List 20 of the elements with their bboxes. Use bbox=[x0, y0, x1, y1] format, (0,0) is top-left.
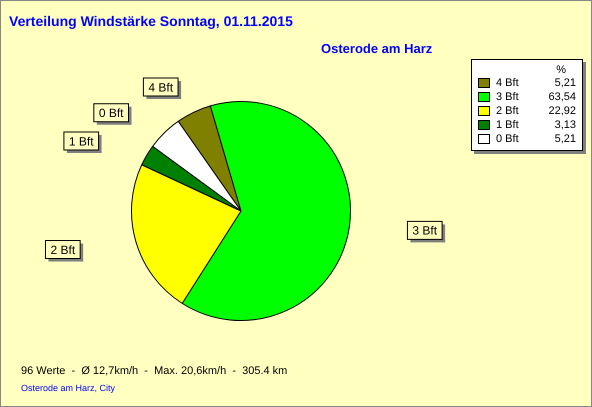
data-label: 5,21 bbox=[554, 133, 576, 145]
text: 96 Werte - Ø 12,7km/h - Max. 20,6km/h - 305.4 km bbox=[21, 365, 288, 377]
legend-label: 2 Bft bbox=[496, 105, 520, 117]
legend-title: % bbox=[555, 64, 567, 76]
legend-label: 0 Bft bbox=[496, 133, 520, 145]
data-label: 5,21 bbox=[554, 77, 576, 89]
legend-label: 3 Bft bbox=[496, 91, 520, 103]
data-label: 22,92 bbox=[547, 105, 576, 117]
slice-label: 4 Bft bbox=[148, 80, 174, 94]
slice-label: 0 Bft bbox=[98, 106, 124, 120]
slice-label: 3 Bft bbox=[412, 224, 438, 238]
legend-label: 4 Bft bbox=[496, 77, 520, 89]
text: Osterode am Harz, City bbox=[21, 383, 116, 393]
chart-title: Verteilung Windstärke Sonntag, 01.11.2015 bbox=[9, 13, 293, 29]
data-label: 63,54 bbox=[547, 91, 576, 103]
chart-subtitle: Osterode am Harz bbox=[321, 41, 432, 56]
data-label: 3,13 bbox=[554, 119, 576, 131]
legend-label: 1 Bft bbox=[496, 119, 520, 131]
category-label: 1 Bft bbox=[68, 134, 94, 148]
slice-label: 2 Bft bbox=[50, 242, 76, 257]
